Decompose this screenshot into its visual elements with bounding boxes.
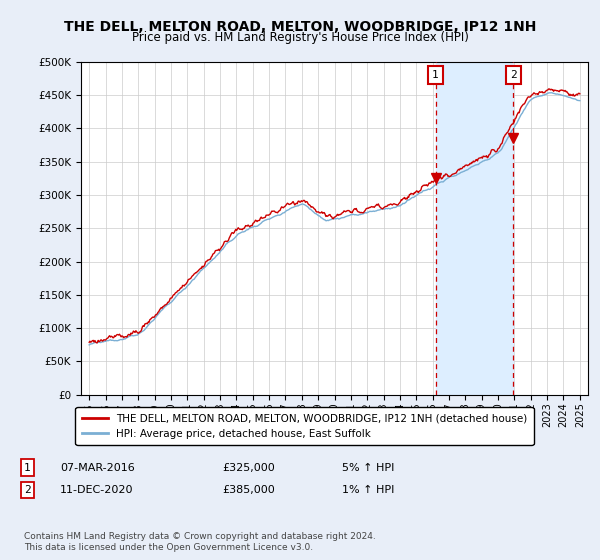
Text: Contains HM Land Registry data © Crown copyright and database right 2024.
This d: Contains HM Land Registry data © Crown c… [24,532,376,552]
Text: 11-DEC-2020: 11-DEC-2020 [60,485,133,495]
Legend: THE DELL, MELTON ROAD, MELTON, WOODBRIDGE, IP12 1NH (detached house), HPI: Avera: THE DELL, MELTON ROAD, MELTON, WOODBRIDG… [76,407,533,445]
Text: 2: 2 [24,485,31,495]
Text: £325,000: £325,000 [222,463,275,473]
Text: Price paid vs. HM Land Registry's House Price Index (HPI): Price paid vs. HM Land Registry's House … [131,31,469,44]
Text: 5% ↑ HPI: 5% ↑ HPI [342,463,394,473]
Text: 1: 1 [432,70,439,80]
Text: 1% ↑ HPI: 1% ↑ HPI [342,485,394,495]
Text: 2: 2 [510,70,517,80]
Text: 07-MAR-2016: 07-MAR-2016 [60,463,135,473]
Text: £385,000: £385,000 [222,485,275,495]
Text: THE DELL, MELTON ROAD, MELTON, WOODBRIDGE, IP12 1NH: THE DELL, MELTON ROAD, MELTON, WOODBRIDG… [64,20,536,34]
Text: 1: 1 [24,463,31,473]
Bar [436,62,514,395]
